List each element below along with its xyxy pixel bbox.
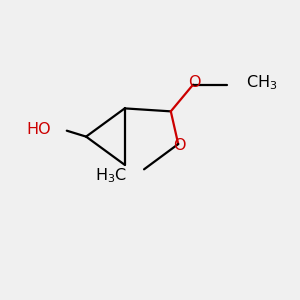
Text: CH$_3$: CH$_3$: [246, 74, 277, 92]
Text: O: O: [188, 75, 200, 90]
Text: H$_3$C: H$_3$C: [95, 166, 128, 184]
Text: O: O: [173, 138, 185, 153]
Text: HO: HO: [27, 122, 51, 137]
